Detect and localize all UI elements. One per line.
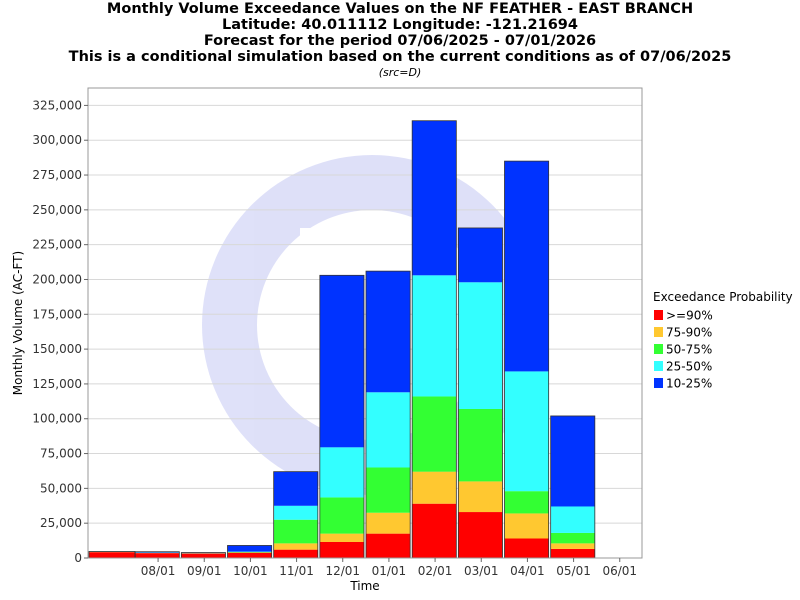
- x-tick-label: 04/01: [510, 564, 545, 578]
- chart-title-line-4: This is a conditional simulation based o…: [68, 49, 732, 65]
- y-tick-label: 225,000: [32, 238, 82, 252]
- y-tick-label: 250,000: [32, 203, 82, 217]
- bar-segment: [458, 408, 503, 482]
- bar-segment: [458, 481, 503, 513]
- bar-segment: [366, 533, 411, 558]
- legend-swatch: [654, 378, 663, 388]
- bar-segment: [319, 447, 364, 498]
- y-axis-label: Monthly Volume (AC-FT): [11, 251, 25, 395]
- bars-layer: [88, 120, 596, 559]
- y-tick-label: 100,000: [32, 412, 82, 426]
- legend-item-label: >=90%: [666, 309, 713, 323]
- bar-segment: [135, 553, 180, 558]
- bar-segment: [504, 538, 549, 558]
- bar-segment: [550, 548, 595, 558]
- x-tick-label: 05/01: [556, 564, 591, 578]
- bar-segment: [550, 506, 595, 533]
- y-tick-label: 300,000: [32, 133, 82, 147]
- plot-grid: [88, 104, 642, 559]
- bar-segment: [412, 471, 457, 504]
- bar-segment: [319, 541, 364, 558]
- bar-segment: [458, 512, 503, 558]
- x-tick-label: 11/01: [279, 564, 314, 578]
- bar-segment: [273, 519, 318, 544]
- bar-segment: [412, 120, 457, 276]
- y-tick-label: 125,000: [32, 377, 82, 391]
- bar-segment: [504, 513, 549, 539]
- bar-segment: [366, 512, 411, 534]
- legend-swatch: [654, 327, 663, 337]
- y-tick-label: 50,000: [40, 481, 82, 495]
- bar-segment: [504, 491, 549, 514]
- bar-segment: [273, 505, 318, 520]
- bar-segment: [273, 471, 318, 506]
- y-tick-label: 200,000: [32, 272, 82, 286]
- x-tick-label: 09/01: [187, 564, 222, 578]
- legend-item-label: 10-25%: [666, 377, 712, 391]
- x-axis-label: Time: [349, 579, 379, 593]
- legend-swatch: [654, 310, 663, 320]
- bar-segment: [366, 271, 411, 393]
- bar-segment: [227, 545, 272, 552]
- y-tick-label: 175,000: [32, 307, 82, 321]
- y-tick-label: 150,000: [32, 342, 82, 356]
- bar-segment: [458, 282, 503, 409]
- bar-segment: [227, 552, 272, 558]
- bar-segment: [366, 392, 411, 468]
- x-tick-label: 01/01: [372, 564, 407, 578]
- chart-title-line-3: Forecast for the period 07/06/2025 - 07/…: [203, 33, 597, 49]
- bar-segment: [273, 549, 318, 558]
- legend-swatch: [654, 344, 663, 354]
- bar-segment: [319, 533, 364, 542]
- bar-segment: [319, 497, 364, 534]
- bar-segment: [273, 543, 318, 550]
- bar-segment: [181, 553, 226, 558]
- chart-title-line-1: Monthly Volume Exceedance Values on the …: [106, 1, 694, 17]
- y-axis: 0 25,000 50,000 75,000 100,000 125,000 150,000…: [32, 98, 88, 565]
- y-tick-label: 275,000: [32, 168, 82, 182]
- bar-segment: [504, 371, 549, 492]
- x-tick-label: 12/01: [325, 564, 360, 578]
- x-tick-label: 02/01: [418, 564, 453, 578]
- x-tick-label: 06/01: [602, 564, 637, 578]
- legend: Exceedance Probability >=90% 75-90% 50-75%…: [653, 290, 793, 391]
- bar-segment: [550, 543, 595, 549]
- legend-item-label: 50-75%: [666, 343, 712, 357]
- bar-segment: [89, 552, 135, 558]
- legend-item-label: 75-90%: [666, 326, 712, 340]
- x-tick-label: 08/01: [141, 564, 176, 578]
- bar-segment: [412, 503, 457, 558]
- y-tick-label: 75,000: [40, 447, 82, 461]
- y-tick-label: 325,000: [32, 98, 82, 112]
- legend-swatch: [654, 361, 663, 371]
- chart-source-note: (src=D): [378, 66, 422, 79]
- bar-segment: [412, 275, 457, 397]
- bar-segment: [550, 415, 595, 507]
- bar-segment: [458, 227, 503, 283]
- x-axis: 08/01 09/01 10/01 11/01 12/01 01/01 02/01 03/01…: [141, 558, 637, 578]
- x-tick-label: 03/01: [464, 564, 499, 578]
- bar-segment: [550, 532, 595, 544]
- bar-segment: [412, 396, 457, 472]
- bar-segment: [319, 275, 364, 448]
- bar-segment: [504, 161, 549, 372]
- bar-segment: [366, 467, 411, 513]
- legend-item-label: 25-50%: [666, 360, 712, 374]
- chart-title-line-2: Latitude: 40.011112 Longitude: -121.2169…: [222, 17, 578, 33]
- y-tick-label: 25,000: [40, 516, 82, 530]
- bar-segment: [135, 551, 180, 553]
- plot-frame: [87, 87, 643, 559]
- y-tick-label: 0: [74, 551, 82, 565]
- chart-titles: Monthly Volume Exceedance Values on the …: [0, 0, 800, 79]
- legend-title: Exceedance Probability: [653, 290, 793, 304]
- x-tick-label: 10/01: [233, 564, 268, 578]
